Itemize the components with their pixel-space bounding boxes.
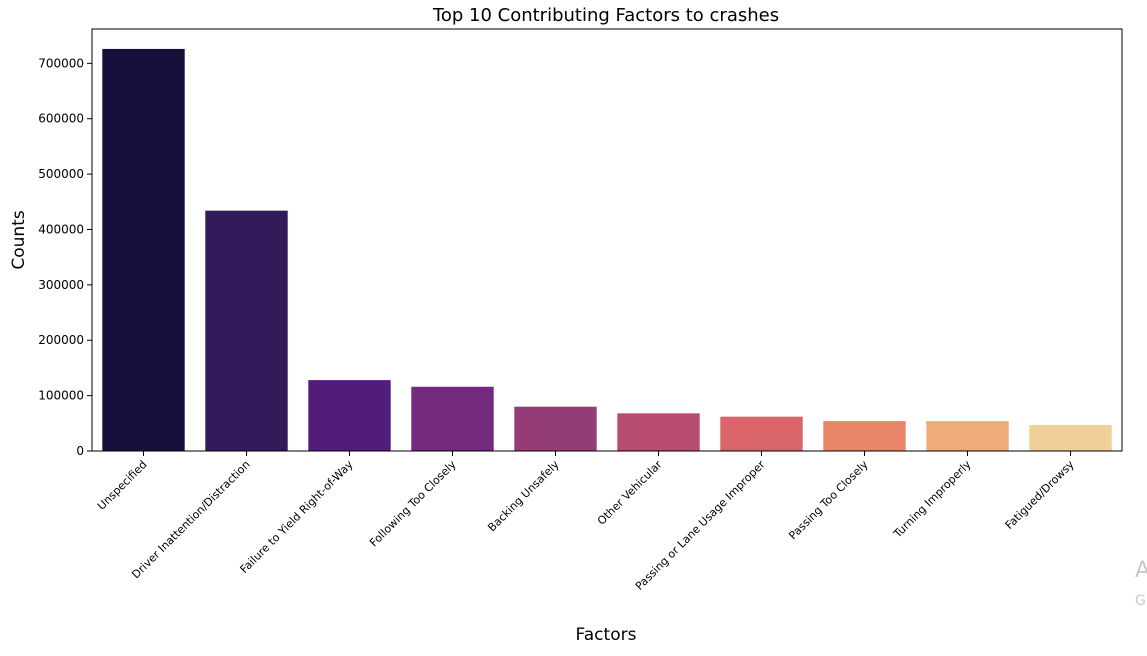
x-tick-label: Failure to Yield Right-of-Way [238,458,356,576]
x-axis-label: Factors [576,625,637,645]
bars-layer [102,48,1112,451]
x-tick-label: Fatigued/Drowsy [1003,458,1077,532]
y-tick-label: 200000 [38,333,84,347]
y-tick-label: 500000 [38,167,84,181]
bar-5 [514,406,597,451]
y-tick-label: 0 [76,444,84,458]
x-tick-label: Passing Too Closely [786,458,871,543]
bar-8 [823,421,906,451]
chart-title: Top 10 Contributing Factors to crashes [432,5,779,26]
bar-9 [926,421,1009,451]
y-tick-label: 700000 [38,56,84,70]
x-tick-label: Following Too Closely [367,458,459,550]
y-axis: 0 100000 200000 300000 400000 500000 600000 700… [38,56,92,458]
bar-10 [1029,424,1112,451]
y-tick-label: 300000 [38,278,84,292]
plot-frame [91,28,1123,452]
bar-1 [102,48,185,451]
y-tick-label: 100000 [38,389,84,403]
x-tick-label: Unspecified [95,458,150,513]
watermark-text: A [1135,558,1147,583]
y-axis-label: Counts [9,210,29,269]
bar-3 [308,380,391,451]
x-tick-label: Other Vehicular [595,458,665,528]
bar-4 [411,386,494,451]
bar-2 [205,210,288,451]
bar-6 [617,413,700,451]
watermark-subtext: G [1135,593,1146,609]
x-tick-label: Backing Unsafely [485,458,562,535]
x-tick-label: Turning Improperly [890,458,974,542]
y-tick-label: 400000 [38,222,84,236]
y-tick-label: 600000 [38,112,84,126]
x-tick-label: Driver Inattention/Distraction [129,458,252,581]
bar-7 [720,416,803,451]
